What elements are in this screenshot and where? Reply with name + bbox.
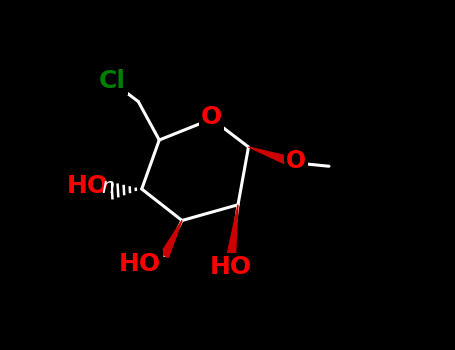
Text: O: O xyxy=(201,105,222,129)
Polygon shape xyxy=(227,205,238,258)
Text: HO: HO xyxy=(66,174,109,198)
Polygon shape xyxy=(161,220,182,258)
Text: Cl: Cl xyxy=(98,69,126,92)
Text: HO: HO xyxy=(119,252,161,276)
Polygon shape xyxy=(248,147,296,167)
Text: O: O xyxy=(286,149,306,173)
Text: n: n xyxy=(101,177,114,197)
Text: HO: HO xyxy=(210,255,252,279)
